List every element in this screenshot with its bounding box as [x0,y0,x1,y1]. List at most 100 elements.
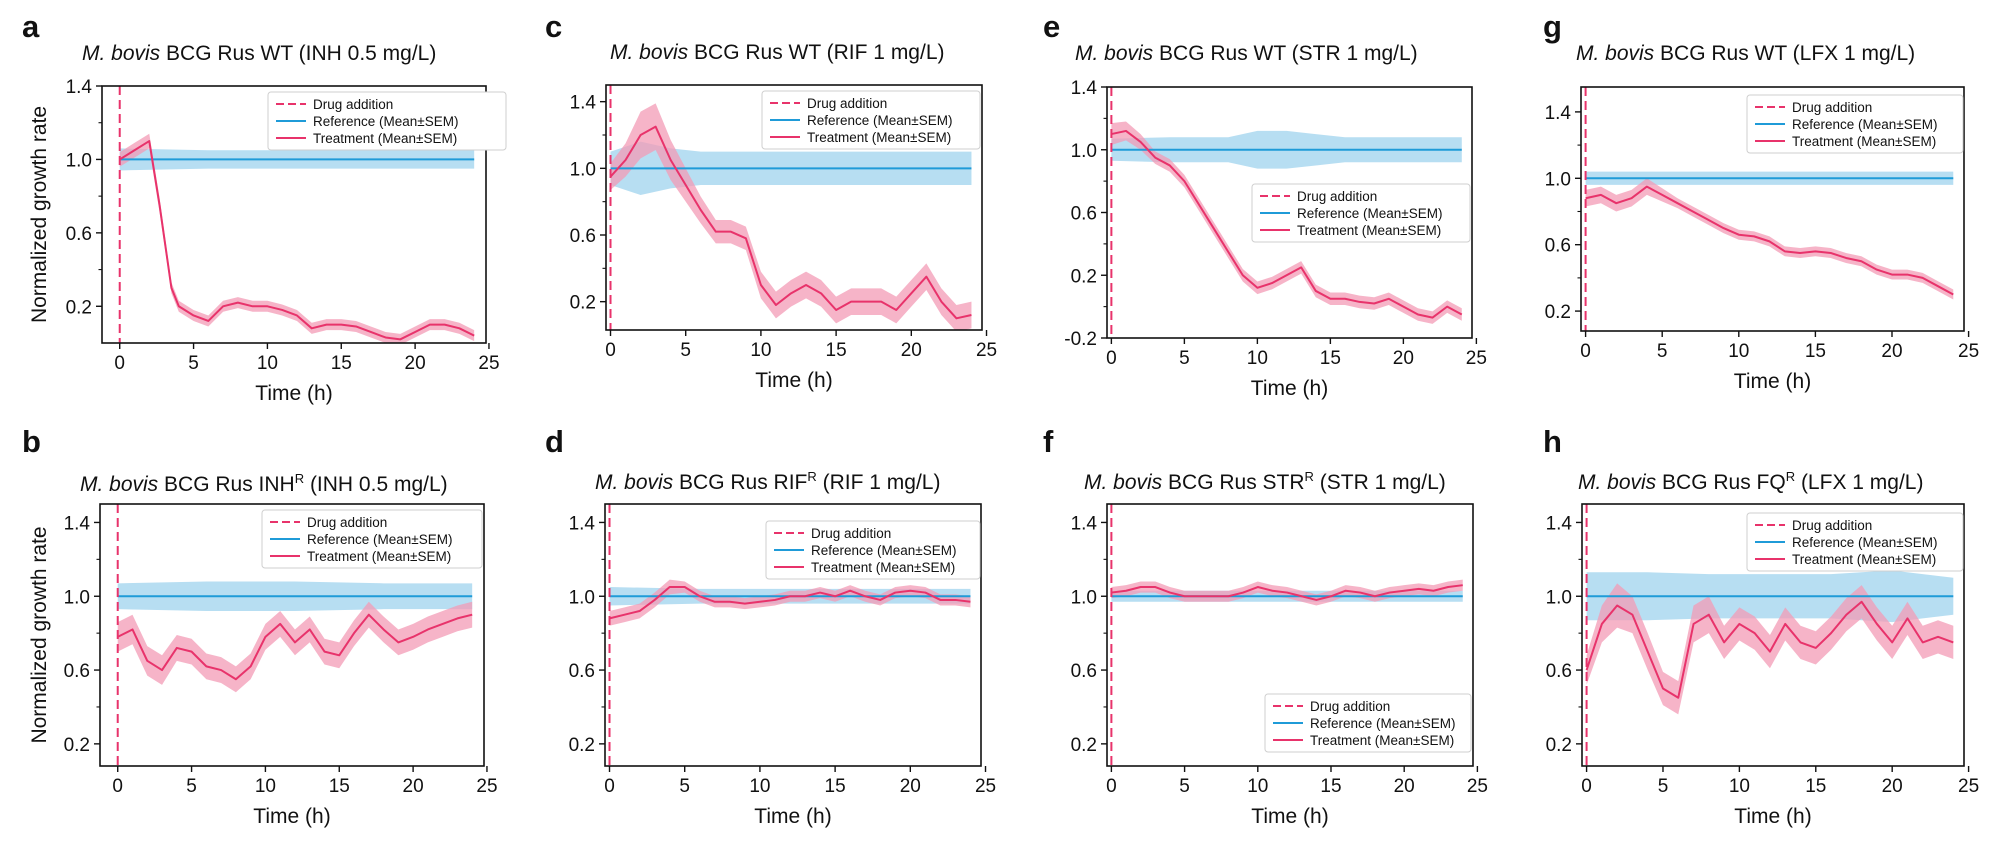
y-tick-label: 1.4 [64,513,91,534]
x-tick-label: 0 [605,340,616,361]
treatment-sem-band [1585,178,1954,300]
legend-entry: Treatment (Mean±SEM) [1792,552,1936,567]
plot-area [609,85,972,330]
panel-h: h M. bovis BCG Rus FQR (LFX 1 mg/L) 0 5 10 15… [1543,424,1979,828]
legend-entry: Drug addition [1792,100,1872,115]
x-tick-label: 5 [1179,776,1190,797]
treatment-mean-line [609,125,972,320]
chart-title: M. bovis BCG Rus INHR (INH 0.5 mg/L) [80,471,448,496]
x-tick-label: 25 [1958,341,1979,362]
legend-entry: Reference (Mean±SEM) [807,113,952,128]
x-tick-label: 10 [1247,348,1268,369]
panel-a: a M. bovis BCG Rus WT (INH 0.5 mg/L) 0 5 10 1… [22,9,507,405]
treatment-sem-band [119,133,475,343]
y-tick-label: 0.2 [64,735,90,756]
legend-entry: Treatment (Mean±SEM) [307,549,451,564]
legend-box [765,520,981,580]
legend: Drug addition Reference (Mean±SEM) Treatme… [1746,512,1964,572]
legend-box [261,509,483,569]
legend: Drug addition Reference (Mean±SEM) Treatme… [761,90,981,150]
x-axis-label: Time (h) [754,805,831,828]
plot-area [608,504,971,766]
x-tick-label: 5 [188,353,199,374]
title-italic: M. bovis [595,471,674,494]
legend-box [1746,512,1964,572]
y-tick-label: 1.4 [570,93,597,114]
y-tick-label: 1.0 [1546,587,1572,608]
legend-box [267,91,507,151]
title-main: BCG Rus STR [1162,471,1304,494]
chart-title: M. bovis BCG Rus WT (STR 1 mg/L) [1075,42,1418,65]
axes-frame [605,84,983,331]
y-tick-label: 1.0 [570,159,596,180]
legend-entry: Reference (Mean±SEM) [1792,535,1937,550]
x-tick-label: 20 [1394,776,1415,797]
x-tick-label: 15 [1320,776,1341,797]
x-tick-label: 5 [1658,776,1669,797]
y-tick-label: 1.0 [66,150,92,171]
legend-entry: Treatment (Mean±SEM) [313,131,457,146]
treatment-sem-band [610,103,972,330]
x-tick-label: 25 [1958,776,1979,797]
axes-frame [604,503,982,767]
x-tick-label: 15 [329,776,350,797]
y-tick-label: 0.2 [570,293,596,314]
legend: Drug addition Reference (Mean±SEM) Treatme… [267,91,507,151]
x-tick-label: 25 [476,776,497,797]
title-tail: (STR 1 mg/L) [1314,471,1446,494]
x-tick-label: 25 [1466,348,1487,369]
title-superscript: R [1786,469,1795,484]
plot-area [1110,87,1463,338]
x-axis-label: Time (h) [1734,370,1811,393]
plot-area [1110,504,1463,766]
treatment-mean-line [119,140,475,341]
legend: Drug addition Reference (Mean±SEM) Treatme… [765,520,981,580]
chart-title: M. bovis BCG Rus RIFR (RIF 1 mg/L) [595,469,940,494]
treatment-mean-line [1111,129,1463,319]
x-tick-label: 10 [257,353,278,374]
panel-letter: d [545,424,564,459]
title-main: BCG Rus FQ [1656,471,1786,494]
x-axis-label: Time (h) [255,382,332,405]
chart-title: M. bovis BCG Rus FQR (LFX 1 mg/L) [1578,469,1923,494]
x-tick-label: 10 [1729,776,1750,797]
x-tick-label: 10 [749,776,770,797]
x-tick-label: 15 [1805,776,1826,797]
y-tick-label: 1.4 [1545,103,1572,124]
y-tick-label: 1.4 [1071,513,1098,534]
y-tick-label: 0.6 [569,661,595,682]
treatment-mean-line [1111,584,1463,601]
legend-box [1746,94,1964,154]
x-axis-label: Time (h) [1251,377,1328,400]
title-italic: M. bovis [1576,42,1655,65]
legend-entry: Drug addition [307,515,387,530]
y-tick-label: 1.4 [1546,513,1573,534]
x-tick-label: 0 [114,353,125,374]
panel-f: f M. bovis BCG Rus STRR (STR 1 mg/L) 0 5 10 1… [1043,424,1488,828]
y-tick-label: 1.0 [569,587,595,608]
y-tick-label: 1.0 [1545,169,1571,190]
panel-letter: a [22,9,40,44]
treatment-sem-band [117,601,473,693]
x-tick-label: 15 [1320,348,1341,369]
title-tail: (INH 0.5 mg/L) [304,473,448,496]
legend-entry: Treatment (Mean±SEM) [1310,733,1454,748]
plot-area [118,86,475,343]
x-tick-label: 0 [1106,348,1117,369]
x-tick-label: 20 [900,776,921,797]
treatment-mean-line [1585,600,1954,699]
title-superscript: R [295,471,304,486]
x-tick-label: 15 [826,340,847,361]
y-axis-label: Normalized growth rate [28,526,51,743]
treatment-mean-line [117,613,473,681]
y-tick-label: 1.0 [1071,587,1097,608]
y-tick-label: 0.6 [64,661,90,682]
x-tick-label: 0 [1581,776,1592,797]
x-tick-label: 5 [186,776,197,797]
legend-entry: Treatment (Mean±SEM) [807,130,951,145]
title-main: BCG Rus WT (RIF 1 mg/L) [688,41,944,64]
x-axis-label: Time (h) [1251,805,1328,828]
x-tick-label: 15 [825,776,846,797]
x-tick-label: 25 [975,776,996,797]
